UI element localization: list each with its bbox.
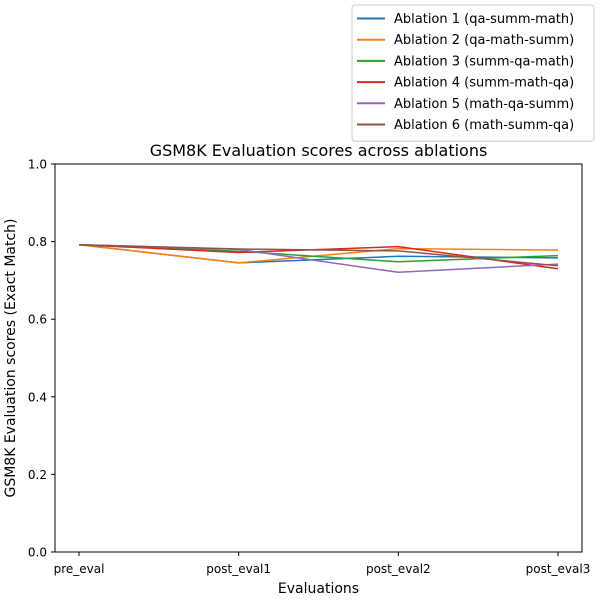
legend-entry-label: Ablation 5 (math-qa-summ) [394, 97, 574, 112]
series-line-ablation-2 [78, 243, 559, 264]
axes: 0.0 0.2 0.4 0.6 0.8 1.0 pre_eval post_eval1 post… [28, 158, 590, 577]
y-tick-label: 0.0 [28, 546, 47, 560]
y-axis-label: GSM8K Evaluation scores (Exact Match) [3, 218, 19, 497]
legend-entry-label: Ablation 2 (qa-math-summ) [394, 33, 574, 48]
y-tick-label: 0.2 [28, 468, 47, 482]
legend-box [351, 4, 595, 142]
x-tick-label: post_eval1 [206, 562, 271, 576]
x-axis-label: Evaluations [278, 581, 359, 597]
series-line-ablation-6 [78, 243, 559, 267]
x-tick-label: post_eval3 [526, 562, 591, 576]
y-tick-label: 0.8 [28, 235, 47, 249]
legend-entry-label: Ablation 1 (qa-summ-math) [394, 12, 574, 27]
legend-entry-label: Ablation 6 (math-summ-qa) [394, 118, 574, 133]
chart-title: GSM8K Evaluation scores across ablations [150, 141, 488, 160]
x-tick-label: post_eval2 [366, 562, 431, 576]
y-tick-label: 1.0 [28, 158, 47, 172]
legend: Ablation 1 (qa-summ-math) Ablation 2 (qa-… [351, 4, 595, 142]
y-tick-label: 0.6 [28, 313, 47, 327]
series-lines [78, 243, 559, 274]
plot-frame [54, 163, 583, 553]
legend-entry-label: Ablation 4 (summ-math-qa) [394, 76, 574, 91]
legend-entry-label: Ablation 3 (summ-qa-math) [394, 54, 574, 69]
y-tick-label: 0.4 [28, 390, 47, 404]
x-tick-label: pre_eval [54, 562, 105, 576]
